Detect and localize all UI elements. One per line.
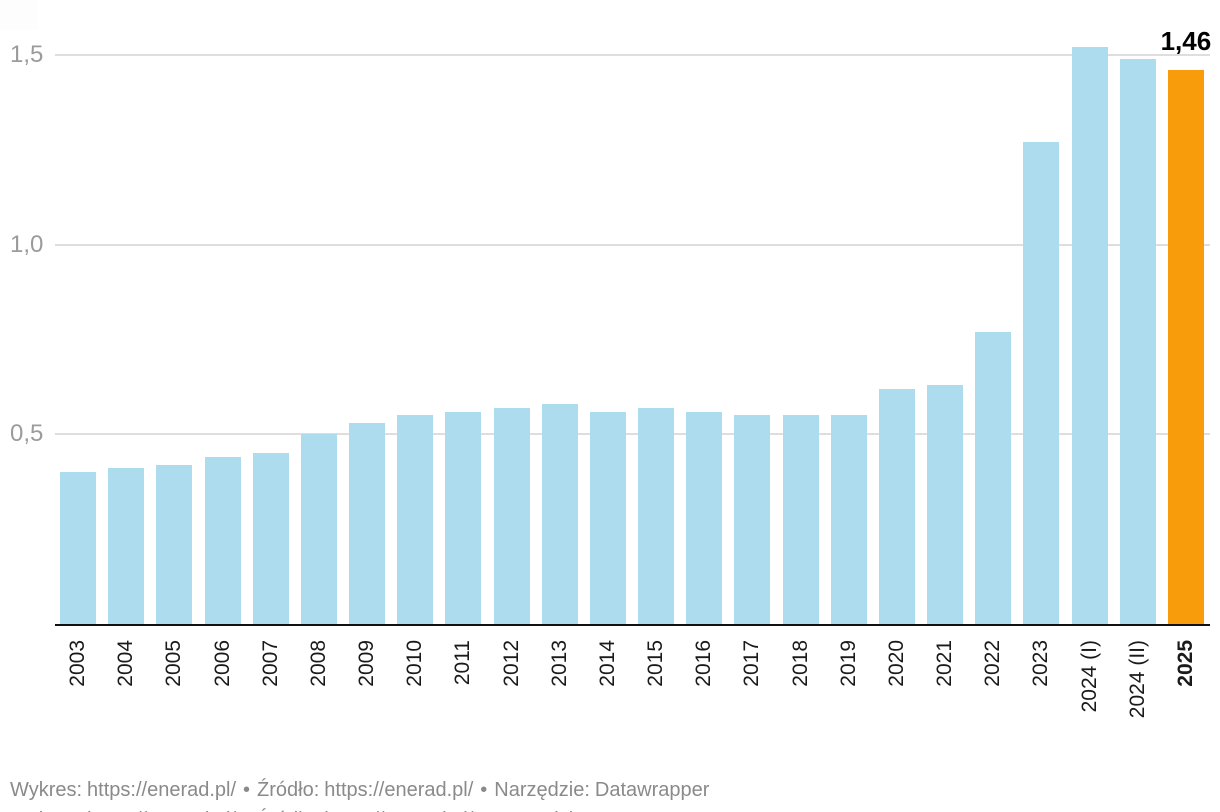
x-tick-label-2004: 2004	[114, 640, 138, 687]
value-label: 1,46	[1160, 26, 1212, 57]
x-tick-label-2007: 2007	[258, 640, 282, 687]
bar-2011	[445, 411, 482, 624]
bar-2024-ii	[1119, 58, 1156, 624]
x-tick-label-2024-ii: 2024 (II)	[1125, 640, 1149, 719]
gridline-0-5	[55, 433, 1210, 436]
bar-2025	[1167, 70, 1204, 624]
x-tick-label-2025: 2025	[1173, 640, 1197, 687]
bar-2024-i	[1071, 47, 1108, 624]
x-tick-label-2012: 2012	[499, 640, 523, 687]
x-tick-label-2015: 2015	[644, 640, 668, 687]
x-tick-label-2006: 2006	[210, 640, 234, 687]
x-tick-label-2018: 2018	[788, 640, 812, 687]
x-tick-label-2010: 2010	[403, 640, 427, 687]
x-tick-label-2003: 2003	[66, 640, 89, 687]
footer-separator: •	[243, 779, 251, 801]
bar-2004	[108, 468, 145, 624]
bar-2006	[204, 457, 241, 624]
footer-source-label: Źródło:	[257, 779, 320, 801]
corner-artifact	[0, 0, 38, 30]
bar-2015	[638, 407, 675, 624]
y-tick-label-1-5: 1,5	[10, 41, 44, 69]
bar-2010	[397, 415, 434, 624]
bar-2022	[975, 331, 1012, 624]
bar-2005	[156, 464, 193, 624]
y-tick-label-0-5: 0,5	[10, 420, 44, 448]
bar-2020	[878, 388, 915, 624]
footer-chart-link[interactable]: https://enerad.pl/	[87, 779, 237, 801]
x-tick-label-2016: 2016	[692, 640, 716, 687]
x-tick-label-2009: 2009	[355, 640, 379, 687]
bar-2007	[252, 453, 289, 624]
x-tick-label-2024-i: 2024 (I)	[1077, 640, 1101, 713]
footer-source-link[interactable]: https://enerad.pl/	[324, 779, 474, 801]
bar-2019	[830, 415, 867, 624]
x-tick-label-2014: 2014	[595, 640, 619, 687]
x-tick-label-2021: 2021	[933, 640, 957, 687]
footer-separator: •	[480, 779, 488, 801]
gridline-1-5	[55, 54, 1210, 57]
bar-2013	[541, 404, 578, 624]
bar-2023	[1023, 142, 1060, 624]
gridline-1-0	[55, 243, 1210, 246]
x-tick-label-2022: 2022	[981, 640, 1005, 687]
x-tick-label-2008: 2008	[306, 640, 330, 687]
bar-2018	[782, 415, 819, 624]
x-tick-label-2023: 2023	[1029, 640, 1053, 687]
x-tick-label-2019: 2019	[836, 640, 860, 687]
bar-2017	[734, 415, 771, 624]
bar-2003	[60, 472, 96, 624]
bar-2009	[349, 422, 386, 624]
footer-chart-label: Wykres:	[10, 779, 83, 801]
footer-clipped-line: Wykres:https://enerad.pl/•Źródło:https:/…	[10, 807, 709, 812]
x-tick-label-2020: 2020	[884, 640, 908, 687]
x-tick-label-2005: 2005	[162, 640, 186, 687]
footer-tool-link[interactable]: Datawrapper	[594, 779, 710, 801]
x-tick-label-2011: 2011	[451, 640, 475, 686]
bar-2021	[927, 385, 964, 624]
bar-2008	[300, 434, 337, 624]
bar-2014	[589, 411, 626, 624]
bar-2016	[686, 411, 723, 624]
y-tick-label-1-0: 1,0	[10, 230, 44, 258]
x-axis-line	[55, 624, 1210, 626]
bar-2012	[493, 407, 530, 624]
x-tick-label-2017: 2017	[740, 640, 764, 687]
footer: Wykres: https://enerad.pl/• Źródło: https:/…	[10, 777, 709, 803]
footer-tool-label: Narzędzie:	[494, 779, 590, 801]
x-tick-label-2013: 2013	[547, 640, 571, 687]
